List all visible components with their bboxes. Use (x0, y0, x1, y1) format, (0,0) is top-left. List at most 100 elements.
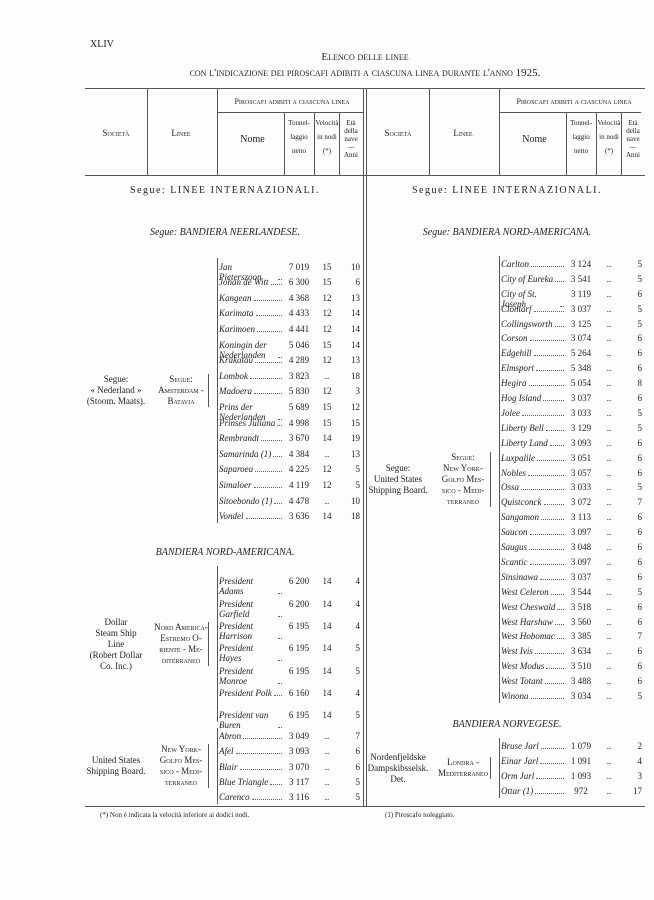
header-age: della (626, 127, 640, 135)
speed: .. (606, 586, 612, 597)
ship-name-text: Orm Jarl (501, 771, 535, 781)
ship-name: City of St. Joseph (501, 289, 565, 309)
rule (339, 112, 340, 175)
age: 5 (355, 710, 361, 721)
tonnage: 1 093 (570, 771, 592, 781)
ship-name: Ottar (1) (501, 786, 565, 796)
ship-name: West Harshaw (501, 617, 565, 627)
company: Dampskibsselsk. (367, 762, 429, 773)
tonnage: 3 074 (570, 333, 592, 344)
tonnage: 6 300 (288, 277, 310, 288)
age: 13 (351, 292, 360, 303)
header-tonnage: Tonnel- (570, 119, 592, 127)
header-ships: Piroscafi adibiti a ciascuna linea (234, 97, 350, 106)
ship-name-text: Koningin der Nederlanden (219, 339, 267, 360)
ship-name-text: West Harshaw (501, 616, 553, 627)
rule (284, 112, 285, 175)
ship-name: Blue Triangle (219, 777, 283, 787)
tonnage: 3 093 (570, 437, 592, 448)
line-route: Batavia (167, 396, 195, 407)
rule (85, 88, 645, 89)
ship-name: Afel (219, 746, 283, 756)
speed: 14 (322, 598, 332, 609)
line-route: Segue: (451, 452, 475, 462)
header-age: nave (344, 135, 358, 143)
tonnage: 3 070 (288, 761, 310, 772)
ship-name-text: Vondel (219, 511, 244, 522)
ship-name: Orm Jarl (501, 771, 565, 781)
speed: .. (606, 378, 612, 389)
footnote: (1) Piroscafo noleggiato. (385, 811, 455, 819)
speed: 15 (322, 277, 332, 288)
ship-name-text: West Celeron (501, 586, 549, 597)
rule (314, 112, 315, 175)
rule (217, 566, 218, 723)
speed: .. (606, 333, 612, 344)
line-route: New York- (443, 463, 483, 473)
flag-heading: BANDIERA NORD-AMERICANA. (155, 547, 295, 558)
speed: 12 (322, 386, 332, 397)
age: 5 (355, 643, 361, 654)
age: 18 (351, 511, 360, 522)
tonnage: 6 200 (288, 576, 310, 587)
ship-name: Scantic (501, 557, 565, 567)
age: 19 (351, 433, 360, 444)
header-speed: (*) (322, 147, 332, 155)
ship-name-text: President Monroe (219, 665, 254, 686)
age: 6 (637, 661, 643, 672)
speed: .. (606, 482, 612, 493)
company: United States (373, 474, 423, 484)
header-name: Nome (240, 134, 265, 145)
header-speed: in nodi (317, 133, 337, 141)
tonnage: 4 998 (288, 417, 310, 428)
ship-name-text: Lombok (219, 370, 248, 381)
ship-name-text: Saparoea (219, 464, 254, 475)
ship-name-text: Clontarf (501, 303, 532, 314)
company: Co. Inc.) (100, 660, 132, 671)
ship-name: Einar Jarl (501, 756, 565, 766)
tonnage: 3 037 (570, 303, 592, 314)
speed: .. (606, 363, 612, 374)
tonnage: 3 518 (570, 601, 592, 612)
ship-name: West Cheswald (501, 602, 565, 612)
header-speed: in nodi (599, 133, 619, 141)
speed: 14 (322, 643, 332, 654)
ship-name-text: Liberty Land (501, 437, 548, 448)
age: 5 (637, 318, 643, 329)
ship-name-text: Hegira (501, 378, 527, 389)
ship-name: Winona (501, 691, 565, 701)
tonnage: 7 019 (288, 261, 310, 272)
tonnage: 972 (574, 786, 588, 796)
speed: .. (606, 661, 612, 672)
ship-name: Hog Island (501, 393, 565, 403)
ship-name: Ossa (501, 482, 565, 492)
tonnage: 3 636 (288, 511, 310, 522)
company: Segue: (385, 463, 411, 473)
tonnage: 5 348 (570, 363, 592, 374)
ship-name-text: Scantic (501, 556, 528, 567)
age: 8 (637, 378, 643, 389)
ship-name-text: Sangamon (501, 512, 539, 523)
tonnage: 3 057 (570, 467, 592, 478)
speed: .. (324, 731, 330, 742)
ship-name-text: Krakatau (219, 355, 254, 366)
ship-name: Krakatau (219, 355, 283, 365)
ship-name: City of Eureka (501, 274, 565, 284)
rule (429, 88, 430, 175)
speed: 14 (322, 511, 332, 522)
age: 6 (637, 437, 643, 448)
ship-name-text: Rembrandt (219, 433, 259, 444)
tonnage: 3 097 (570, 527, 592, 538)
age: 14 (351, 308, 360, 319)
header-age: nave (626, 135, 640, 143)
company: (Robert Dollar (89, 649, 143, 660)
speed: 14 (322, 620, 332, 631)
age: 6 (637, 333, 643, 344)
header-age: Anni (344, 151, 358, 159)
age: 12 (351, 402, 360, 412)
ship-name: Blair (219, 762, 283, 772)
age: 2 (637, 741, 643, 751)
ship-name: Saugus (501, 542, 565, 552)
rule (490, 452, 491, 507)
tonnage: 3 037 (570, 393, 592, 403)
